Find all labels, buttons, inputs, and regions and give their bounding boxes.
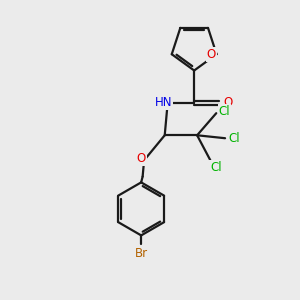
Text: Cl: Cl: [210, 161, 222, 174]
Text: O: O: [136, 152, 146, 165]
Text: Cl: Cl: [229, 132, 240, 145]
Text: HN: HN: [154, 96, 172, 110]
Text: O: O: [207, 48, 216, 61]
Text: O: O: [224, 96, 233, 110]
Text: Br: Br: [135, 247, 148, 260]
Text: Cl: Cl: [219, 105, 230, 118]
